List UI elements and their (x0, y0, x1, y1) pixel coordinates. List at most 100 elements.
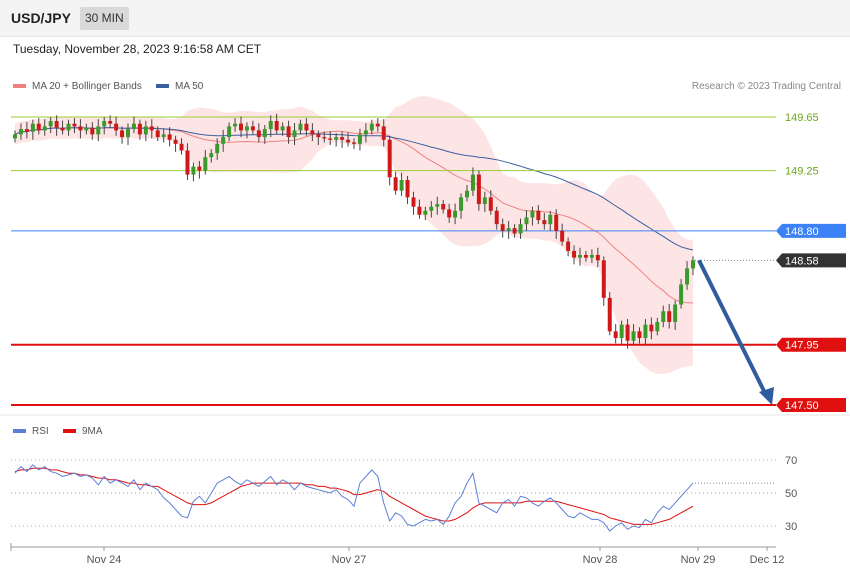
candle-body (405, 179, 410, 198)
candle-body (191, 166, 196, 175)
candle-body (649, 324, 654, 332)
candle-body (310, 130, 315, 135)
x-tick-label: Nov 27 (332, 554, 367, 566)
candle-body (441, 204, 446, 210)
legend-9ma: 9MA (63, 426, 103, 437)
candle-body (197, 166, 202, 171)
candle-body (120, 130, 125, 138)
candle-body (465, 190, 469, 198)
candle-body (298, 123, 303, 131)
rsi-level-label: 70 (785, 455, 797, 467)
level-label: 147.95 (785, 340, 819, 352)
candle-body (78, 126, 83, 131)
candle-body (435, 204, 440, 207)
candle-body (459, 197, 464, 211)
candle-body (131, 123, 136, 130)
ma50-swatch (156, 84, 169, 89)
candle-body (346, 139, 351, 143)
datetime-label: Tuesday, November 28, 2023 9:16:58 AM CE… (13, 42, 262, 56)
candle-body (239, 123, 243, 131)
level-tag (776, 223, 846, 238)
candle-body (48, 121, 53, 127)
candle-body (613, 331, 618, 339)
candle-body (447, 209, 452, 218)
candle-body (375, 123, 380, 127)
candle-body (250, 126, 255, 131)
candle-body (262, 129, 267, 138)
copyright: Research © 2023 Trading Central (691, 81, 841, 92)
candle-body (60, 127, 65, 131)
level-tag (776, 398, 846, 412)
x-tick-label: Nov 29 (681, 554, 716, 566)
candle-body (494, 210, 499, 225)
bollinger-bands (15, 96, 693, 375)
rsi-level-label: 50 (785, 488, 797, 500)
time-axis: Nov 24 Nov 27 Nov 28 Nov 29 Dec 12 (10, 543, 785, 566)
top-bar: USD/JPY 30 MIN (0, 0, 850, 37)
candle-body (560, 230, 565, 242)
timeframe-badge[interactable]: 30 MIN (80, 7, 129, 30)
candle-body (625, 324, 630, 341)
forecast-arrow (697, 259, 774, 405)
candle-body (114, 123, 119, 131)
rsi-level-label: 30 (785, 521, 797, 533)
candle-body (357, 134, 362, 144)
candle-body (286, 126, 291, 138)
candle-body (244, 126, 249, 131)
candle-body (72, 123, 77, 127)
candle-body (328, 138, 333, 140)
rsi-label: RSI (32, 426, 49, 437)
candle-body (429, 206, 434, 211)
candle-body (363, 130, 368, 135)
candle-body (572, 250, 577, 258)
candle-body (161, 134, 166, 138)
level-label: 149.65 (785, 112, 819, 124)
candle-body (126, 129, 130, 138)
candle-body (209, 153, 214, 158)
level-label: 148.80 (785, 226, 819, 238)
candle-body (274, 121, 279, 131)
candle-body (42, 126, 47, 131)
level-tag (776, 253, 846, 268)
candle-body (96, 126, 101, 135)
candle-body (24, 129, 29, 132)
level-label: 148.58 (785, 255, 819, 267)
candle-body (322, 137, 327, 139)
candle-body (512, 228, 517, 234)
candle-body (381, 126, 386, 140)
candle-body (583, 254, 588, 258)
candle-body (352, 142, 356, 144)
rsi-swatch (13, 429, 26, 434)
candle-body (685, 268, 690, 285)
x-tick-label: Dec 12 (750, 554, 785, 566)
candle-body (155, 130, 160, 138)
ma9-label: 9MA (82, 426, 103, 437)
candle-body (227, 126, 232, 138)
candle-body (476, 174, 481, 205)
candle-body (554, 214, 559, 231)
candle-body (488, 197, 493, 211)
candle-body (607, 297, 612, 332)
candle-body (18, 129, 23, 135)
legend-ma20: MA 20 + Bollinger Bands (13, 81, 142, 92)
candle-body (387, 139, 392, 178)
candles (13, 113, 695, 349)
candle-body (304, 123, 309, 131)
candle-body (399, 179, 404, 191)
candle-body (137, 123, 142, 135)
forecast-arrow-head (759, 387, 774, 405)
candle-body (548, 214, 553, 225)
candle-body (619, 324, 624, 339)
ma20-label: MA 20 + Bollinger Bands (32, 81, 142, 92)
candle-body (518, 224, 523, 234)
legend-ma50: MA 50 (156, 81, 203, 92)
candle-body (268, 121, 273, 130)
candle-body (589, 254, 594, 258)
ma9-swatch (63, 429, 76, 434)
candle-body (340, 137, 345, 140)
candle-body (54, 121, 59, 128)
candle-body (203, 157, 208, 171)
bollinger-band-area (15, 96, 693, 375)
x-tick-label: Nov 28 (583, 554, 618, 566)
